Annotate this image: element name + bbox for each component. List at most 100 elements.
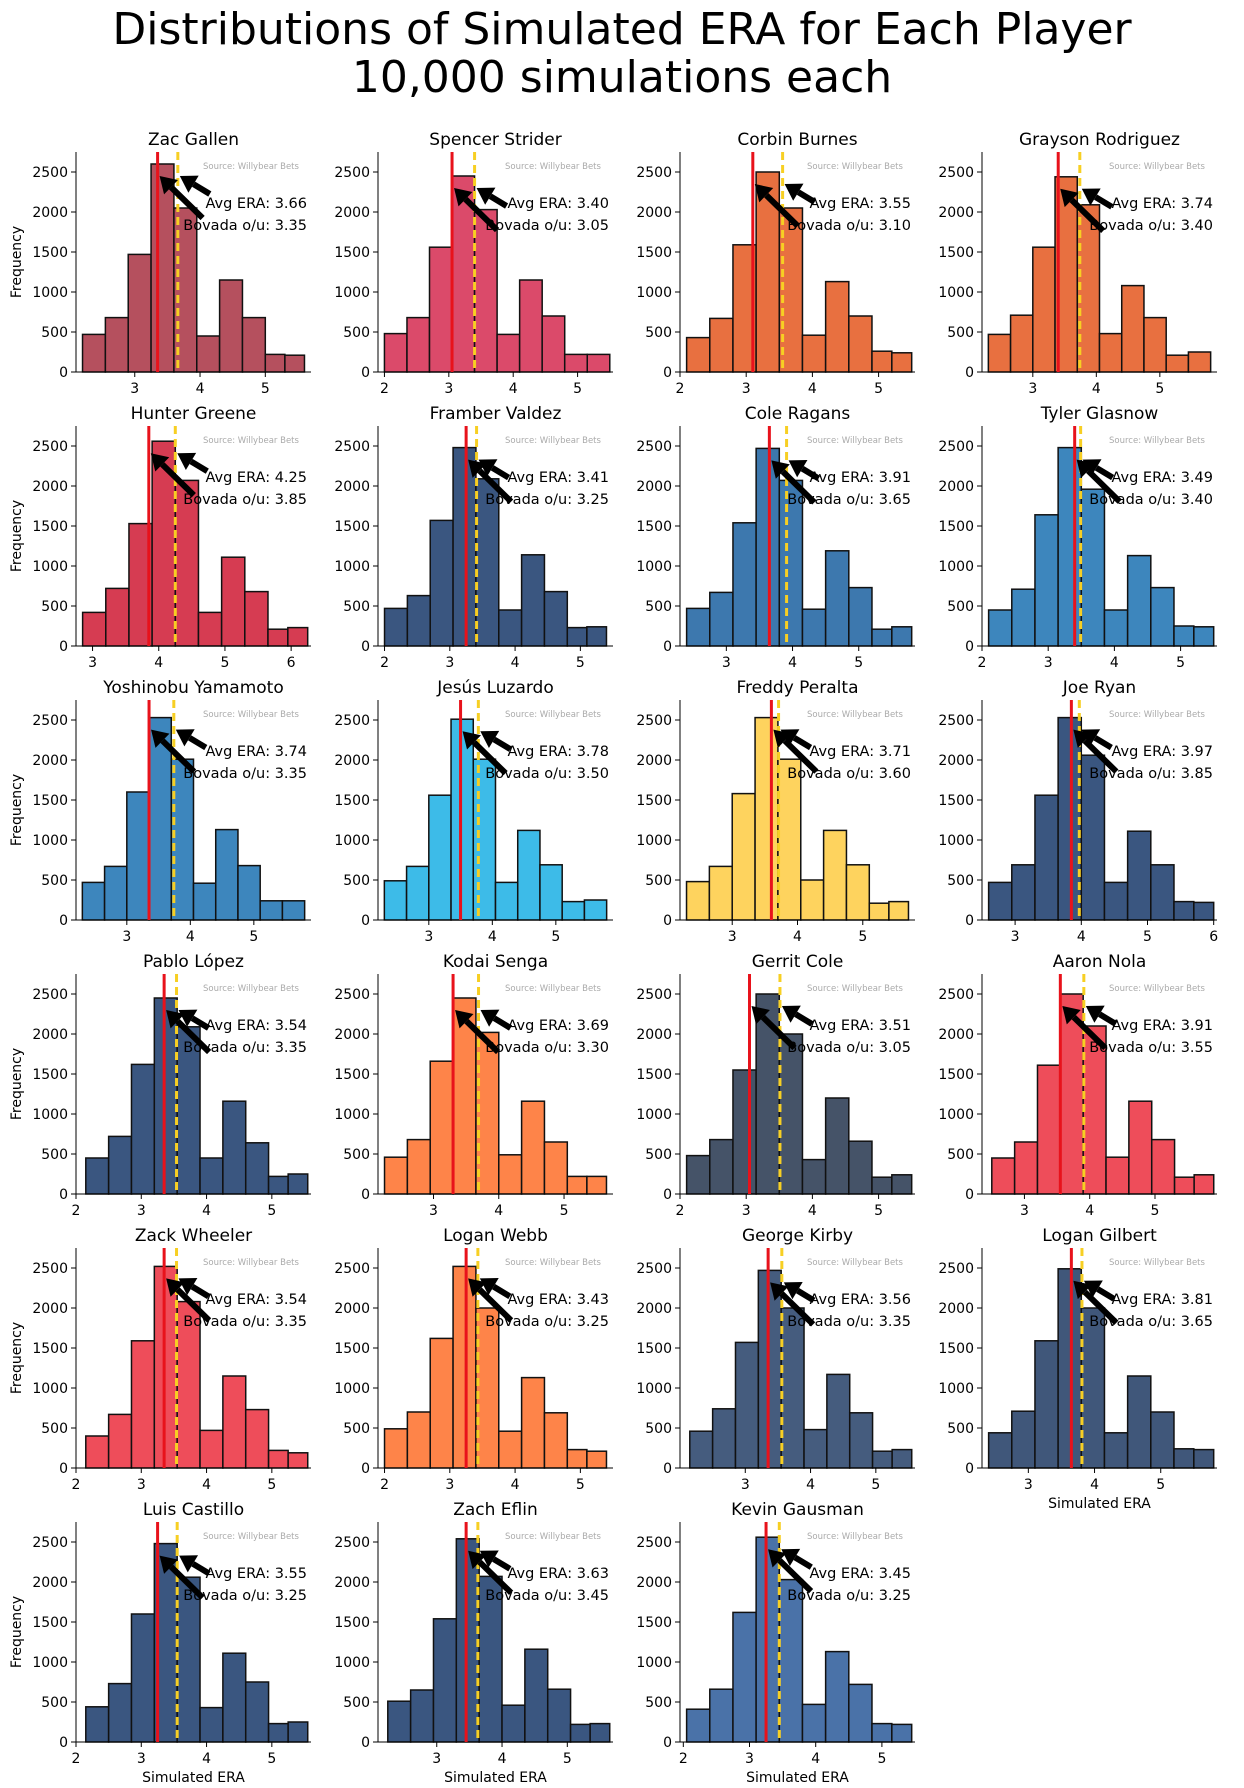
x-tick-label: 3 [722,655,731,671]
histogram-bar [1080,1307,1106,1469]
annotation-arrow-shaft [779,1291,816,1327]
annotation-arrow-head [159,176,179,195]
avg-era-annotation: Avg ERA: 3.41 [507,470,609,486]
y-tick-label: 1000 [334,285,370,301]
annotation-arrow-shaft [1093,194,1114,210]
histogram-bar [153,997,178,1195]
annotation-arrow-shaft [492,1284,512,1299]
avg-era-annotation: Avg ERA: 3.54 [205,1018,307,1034]
annotation-arrow-shaft [492,1015,513,1031]
annotation-arrow-head [784,183,804,201]
subplot: 0 500 1000 1500 2000 2500 2 3 4 5 Spencer Strider S… [334,130,613,397]
histogram-bar [264,353,286,373]
watermark-text: Source: Willybear Bets [1109,1258,1206,1268]
figure-subtitle: 10,000 simulations each [351,52,893,103]
figure-title: Distributions of Simulated ERA for Each … [112,4,1132,55]
watermark-text: Source: Willybear Bets [203,984,300,994]
histogram-bar [586,353,611,373]
y-tick-label: 2500 [32,713,68,729]
watermark-text: Source: Willybear Bets [1109,984,1206,994]
avg-era-annotation: Avg ERA: 3.66 [205,196,307,212]
histogram-bar [150,163,175,373]
annotation-arrow-head [770,1282,789,1301]
subplot: 0 500 1000 1500 2000 2500 3 4 5 Cole Ragans Source… [636,404,915,671]
y-tick-label: 500 [645,873,672,889]
histogram-bar [428,246,453,373]
x-tick-label: 5 [1155,381,1164,397]
y-tick-label: 500 [645,1147,672,1163]
annotation-arrow-shaft [187,735,208,751]
histogram-bar [586,1175,608,1195]
histogram-bar [85,1157,110,1195]
annotation-arrow-head [1081,188,1101,206]
watermark-text: Source: Willybear Bets [807,1258,904,1268]
x-tick-label: 4 [196,381,205,397]
avg-era-annotation: Avg ERA: 3.69 [507,1018,609,1034]
bovada-annotation: Bovada o/u: 3.40 [1089,492,1213,508]
histogram-bar [103,865,128,921]
annotation-arrow-shaft [471,740,508,776]
y-tick-label: 1000 [636,1107,672,1123]
histogram-bar [824,550,850,647]
histogram-bar [583,899,608,921]
x-tick-label: 5 [1151,1203,1160,1219]
histogram-bar [1103,609,1129,647]
annotation-arrow-shaft [782,738,819,774]
histogram-bar [383,880,408,921]
x-tick-label: 3 [88,655,97,671]
x-tick-label: 4 [808,1203,817,1219]
x-tick-label: 3 [444,381,453,397]
histogram-bar [1150,864,1175,921]
x-tick-label: 4 [793,929,802,945]
x-tick-label: 3 [742,1203,751,1219]
histogram-bar [81,881,106,921]
y-tick-label: 1000 [636,1655,672,1671]
annotation-arrow-shaft [1069,197,1106,233]
subplot-title: Pablo López [143,952,244,972]
y-tick-label: 1000 [32,559,68,575]
histogram-bar [987,1432,1013,1469]
y-tick-label: 1000 [334,1381,370,1397]
y-tick-label: 2500 [334,439,370,455]
subplot-title: Aaron Nola [1053,952,1147,972]
y-tick-label: 2000 [334,1575,370,1591]
bovada-annotation: Bovada o/u: 3.60 [787,766,911,782]
watermark-text: Source: Willybear Bets [203,162,300,172]
annotation-arrow-head [768,1549,787,1568]
x-tick-label: 3 [1020,1203,1029,1219]
y-axis-label: Frequency [9,1322,25,1394]
bovada-annotation: Bovada o/u: 3.85 [1089,766,1213,782]
subplot: 0 500 1000 1500 2000 2500 3 4 5 Grayson Rodriguez… [938,130,1217,397]
x-tick-label: 5 [858,929,867,945]
watermark-text: Source: Willybear Bets [505,984,602,994]
x-tick-label: 3 [122,929,131,945]
histogram-bar [496,333,521,373]
x-tick-label: 3 [1044,655,1053,671]
x-tick-label: 4 [1090,1477,1099,1493]
histogram-bar [199,1706,224,1743]
y-tick-label: 2500 [32,1535,68,1551]
y-tick-label: 0 [59,1187,68,1203]
x-tick-label: 2 [380,381,389,397]
x-tick-label: 2 [72,1751,81,1767]
x-tick-label: 5 [877,1751,886,1767]
y-tick-label: 2500 [938,165,974,181]
annotation-arrow-shaft [1093,735,1113,751]
histogram-bar [732,1069,757,1195]
y-tick-label: 0 [361,1461,370,1477]
histogram-bar [566,1175,588,1195]
histogram-bar [199,1429,224,1469]
subplot: 0 500 1000 1500 2000 2500 3 4 5 Logan Gilbert Sour… [938,1226,1217,1512]
histogram-bar [822,829,848,921]
watermark-text: Source: Willybear Bets [505,1532,602,1542]
bovada-annotation: Bovada o/u: 3.65 [1089,1314,1213,1330]
x-tick-label: 4 [202,1477,211,1493]
y-tick-label: 2500 [636,713,672,729]
annotation-arrow-head [788,460,808,478]
y-tick-label: 1000 [938,833,974,849]
bovada-annotation: Bovada o/u: 3.25 [183,1588,307,1604]
x-tick-label: 3 [137,1203,146,1219]
subplot-title: Joe Ryan [1062,678,1136,698]
y-tick-label: 500 [41,1421,68,1437]
